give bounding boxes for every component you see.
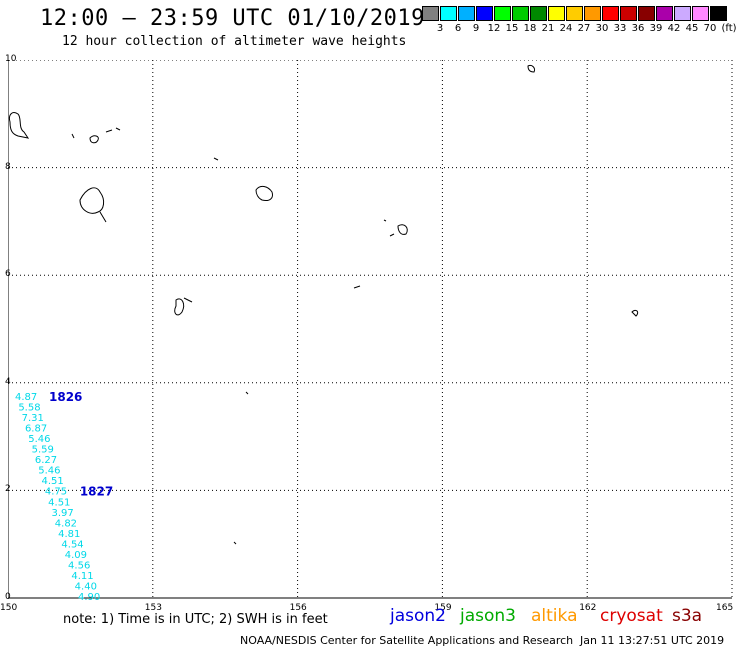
- swh-value: 4.54: [61, 539, 83, 550]
- color-scale-label: 9: [472, 23, 480, 34]
- swh-value: 5.59: [32, 445, 54, 456]
- island: [631, 309, 639, 317]
- swh-value: 3.97: [51, 508, 73, 519]
- color-scale-label: 33: [613, 23, 627, 34]
- legend-altika: altika: [531, 606, 578, 626]
- island: [9, 112, 30, 139]
- x-tick-label: 162: [579, 603, 597, 613]
- swh-value: 4.90: [78, 592, 100, 603]
- color-swatch: [656, 6, 673, 21]
- island: [245, 391, 249, 395]
- color-swatch: [440, 6, 457, 21]
- color-scale-label: 70: [703, 23, 717, 34]
- footer-timestamp: Jan 11 13:27:51 UTC 2019: [580, 634, 725, 647]
- swh-value: 4.87: [15, 392, 37, 403]
- island: [71, 133, 75, 139]
- island: [174, 297, 193, 316]
- y-tick-label: 2: [5, 484, 11, 495]
- y-tick-label: 8: [5, 161, 11, 172]
- color-scale-label: 39: [649, 23, 663, 34]
- y-tick-label: 4: [5, 376, 11, 387]
- color-scale-label: 6: [454, 23, 462, 34]
- color-swatch: [674, 6, 691, 21]
- island: [353, 285, 361, 289]
- y-tick-label: 0: [5, 592, 11, 602]
- map-subtitle: 12 hour collection of altimeter wave hei…: [62, 34, 407, 49]
- color-swatch: [458, 6, 475, 21]
- color-scale-legend: 3 6 9 12 15 18 21 24 27 30 33 36 39 42 45 70 (ft): [420, 4, 740, 36]
- island-coastlines: [9, 65, 639, 545]
- x-tick-label: 165: [716, 603, 734, 613]
- color-scale-label: 24: [559, 23, 573, 34]
- swh-value: 4.51: [42, 476, 64, 487]
- swh-value: 5.46: [28, 434, 50, 445]
- island: [105, 127, 121, 133]
- color-swatch: [422, 6, 439, 21]
- color-swatch: [476, 6, 493, 21]
- swh-value: 4.51: [48, 497, 70, 508]
- pass-time-label: 1827: [80, 485, 113, 499]
- color-swatch: [494, 6, 511, 21]
- color-scale-label: 42: [667, 23, 681, 34]
- color-scale-label: 30: [595, 23, 609, 34]
- color-scale-label: 15: [505, 23, 519, 34]
- color-swatch: [710, 6, 727, 21]
- color-swatch: [692, 6, 709, 21]
- gridlines: [8, 60, 733, 598]
- swh-value: 6.27: [35, 455, 57, 466]
- color-scale-label: 18: [523, 23, 537, 34]
- island: [213, 157, 219, 161]
- wave-height-map: 4.875.587.316.875.465.596.275.464.514.75…: [8, 60, 733, 603]
- swh-value: 6.87: [25, 424, 47, 435]
- color-swatch: [512, 6, 529, 21]
- color-scale-unit: (ft): [721, 23, 737, 34]
- color-scale-label: 45: [685, 23, 699, 34]
- color-swatch: [548, 6, 565, 21]
- x-tick-label: 159: [434, 603, 452, 613]
- legend-cryosat: cryosat: [600, 606, 663, 626]
- legend-jason2: jason2: [390, 606, 446, 626]
- legend-jason3: jason3: [460, 606, 516, 626]
- swh-value: 7.31: [22, 413, 44, 424]
- island: [233, 541, 237, 545]
- island: [89, 135, 99, 144]
- swh-value: 4.82: [55, 518, 77, 529]
- color-scale-label: 27: [577, 23, 591, 34]
- color-swatch: [584, 6, 601, 21]
- swh-value: 4.75: [45, 487, 67, 498]
- island: [255, 185, 273, 201]
- swh-value: 5.46: [38, 466, 60, 477]
- island: [527, 65, 535, 73]
- color-scale-label: 36: [631, 23, 645, 34]
- map-title: 12:00 – 23:59 UTC 01/10/2019: [40, 6, 425, 31]
- island: [383, 219, 408, 237]
- swh-value: 4.11: [71, 571, 93, 582]
- legend-s3a: s3a: [672, 606, 703, 626]
- swh-value: 4.81: [58, 529, 80, 540]
- swh-value: 5.58: [18, 403, 40, 414]
- y-tick-label: 10: [5, 54, 17, 64]
- x-tick-label: 156: [289, 603, 307, 613]
- color-swatch: [638, 6, 655, 21]
- y-tick-label: 6: [5, 269, 11, 280]
- x-tick-label: 153: [144, 603, 162, 613]
- color-swatch: [620, 6, 637, 21]
- swh-value: 4.09: [65, 550, 87, 561]
- color-scale-label: 12: [487, 23, 501, 34]
- swh-track: 4.875.587.316.875.465.596.275.464.514.75…: [15, 390, 113, 603]
- color-swatch: [602, 6, 619, 21]
- color-swatch: [530, 6, 547, 21]
- pass-time-label: 1826: [49, 390, 82, 404]
- footer-credit: NOAA/NESDIS Center for Satellite Applica…: [240, 634, 574, 647]
- color-scale-label: 21: [541, 23, 555, 34]
- color-scale-label: 3: [436, 23, 444, 34]
- color-swatch: [566, 6, 583, 21]
- swh-value: 4.40: [75, 581, 97, 592]
- x-tick-label: 150: [0, 603, 18, 613]
- island: [79, 187, 107, 223]
- note-text: note: 1) Time is in UTC; 2) SWH is in fe…: [63, 612, 328, 627]
- swh-value: 4.56: [68, 560, 90, 571]
